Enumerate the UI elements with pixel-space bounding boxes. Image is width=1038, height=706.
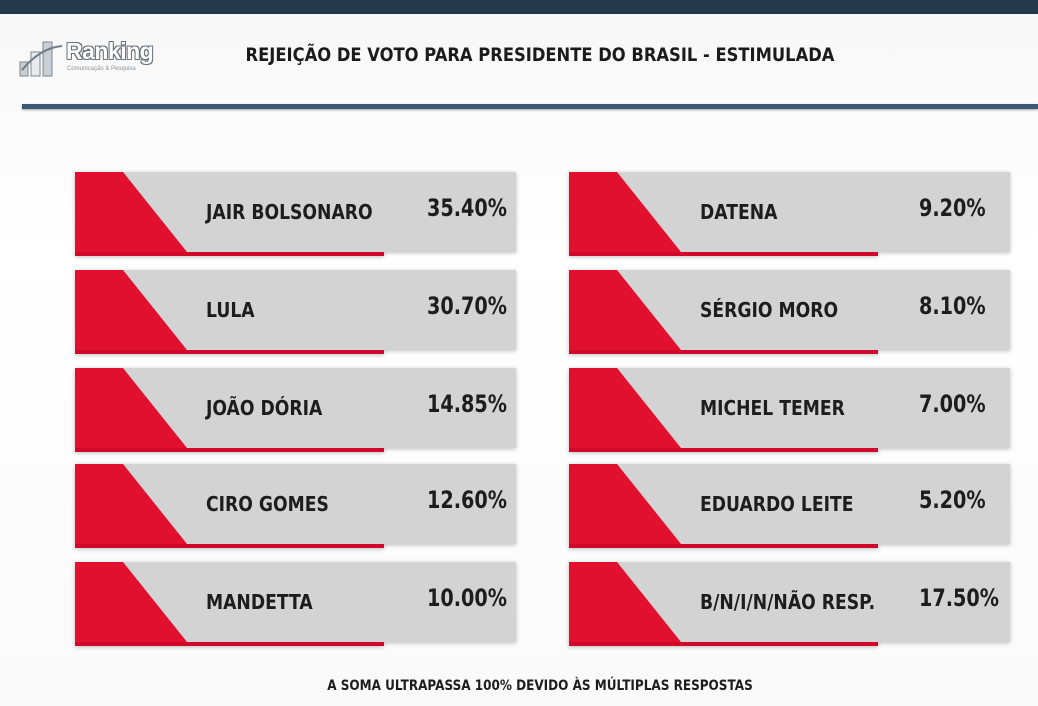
card-accent-stripe (75, 448, 384, 452)
footnote: A SOMA ULTRAPASSA 100% DEVIDO ÀS MÚLTIPL… (327, 678, 753, 694)
result-card: MICHEL TEMER 7.00% (569, 368, 1010, 452)
result-card: LULA 30.70% (75, 270, 516, 354)
result-card: EDUARDO LEITE 5.20% (569, 464, 1010, 548)
rejection-value: 5.20% (919, 486, 986, 514)
candidate-name: CIRO GOMES (206, 492, 329, 516)
card-accent-stripe (569, 350, 878, 354)
result-card: CIRO GOMES 12.60% (75, 464, 516, 548)
candidate-name: JAIR BOLSONARO (206, 200, 373, 224)
candidate-name: MANDETTA (206, 590, 313, 614)
card-accent-stripe (569, 544, 878, 548)
result-card: DATENA 9.20% (569, 172, 1010, 256)
rejection-value: 14.85% (427, 390, 507, 418)
rejection-value: 12.60% (427, 486, 507, 514)
result-card: MANDETTA 10.00% (75, 562, 516, 646)
result-card: B/N/I/N/NÃO RESP. 17.50% (569, 562, 1010, 646)
rejection-value: 10.00% (427, 584, 507, 612)
card-accent-stripe (75, 642, 384, 646)
title-divider (22, 104, 1038, 109)
result-card: JAIR BOLSONARO 35.40% (75, 172, 516, 256)
rejection-value: 35.40% (427, 194, 507, 222)
card-accent-stripe (75, 252, 384, 256)
rejection-value: 17.50% (919, 584, 999, 612)
ranking-logo: Ranking Comunicação & Pesquisa (18, 38, 168, 80)
rejection-value: 30.70% (427, 292, 507, 320)
card-accent-stripe (569, 448, 878, 452)
card-accent-stripe (75, 350, 384, 354)
chart-title: REJEIÇÃO DE VOTO PARA PRESIDENTE DO BRAS… (245, 44, 835, 66)
rejection-value: 9.20% (919, 194, 986, 222)
ranking-logo-icon (19, 41, 63, 77)
rejection-value: 8.10% (919, 292, 986, 320)
logo-tagline: Comunicação & Pesquisa (67, 66, 136, 72)
result-card: SÉRGIO MORO 8.10% (569, 270, 1010, 354)
card-accent-stripe (569, 642, 878, 646)
card-accent-stripe (569, 252, 878, 256)
rejection-value: 7.00% (919, 390, 986, 418)
top-bar (0, 0, 1038, 14)
result-card: JOÃO DÓRIA 14.85% (75, 368, 516, 452)
candidate-name: MICHEL TEMER (700, 396, 845, 420)
card-accent-stripe (75, 544, 384, 548)
candidate-name: SÉRGIO MORO (700, 298, 839, 322)
candidate-name: B/N/I/N/NÃO RESP. (700, 590, 876, 614)
candidate-name: DATENA (700, 200, 778, 224)
logo-wordmark: Ranking (66, 38, 154, 64)
candidate-name: LULA (206, 298, 255, 322)
candidate-name: JOÃO DÓRIA (206, 396, 323, 420)
candidate-name: EDUARDO LEITE (700, 492, 854, 516)
